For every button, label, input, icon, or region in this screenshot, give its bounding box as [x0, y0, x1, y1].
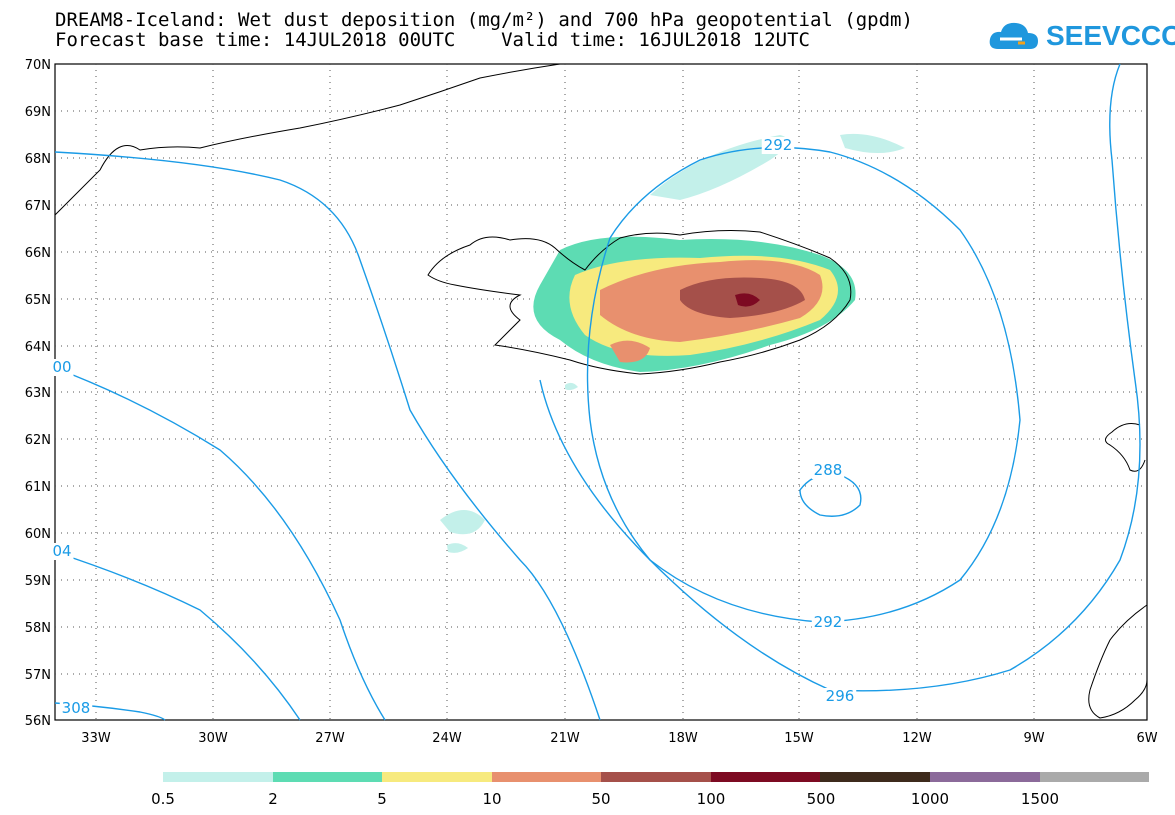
latitude-label: 64N [25, 340, 51, 355]
contour-label-bg [59, 700, 93, 717]
logo-text: SEEVCCC [1046, 20, 1175, 51]
logo: SEEVCCC [988, 16, 1175, 56]
contour-label: 04 [52, 542, 71, 560]
latitude-label: 69N [25, 105, 51, 120]
legend-swatch [929, 772, 1040, 782]
contour-label: 308 [62, 699, 91, 717]
legend-label: 1500 [1020, 790, 1060, 808]
legend-swatch [820, 772, 930, 782]
contour-label: 00 [52, 358, 71, 376]
contour-label-bg [823, 688, 857, 705]
legend-swatch [163, 772, 273, 782]
title-block: DREAM8-Iceland: Wet dust deposition (mg/… [55, 10, 913, 50]
latitude-label: 63N [25, 386, 51, 401]
latitude-label: 66N [25, 246, 51, 261]
legend-label: 10 [482, 790, 502, 808]
legend-label: 2 [268, 790, 278, 808]
latitude-label: 70N [25, 58, 51, 73]
legend [163, 772, 1150, 782]
latitude-label: 61N [25, 480, 51, 495]
coastline [54, 63, 1148, 719]
legend-swatch [382, 772, 492, 782]
latitude-label: 57N [25, 668, 51, 683]
contour-label: 296 [826, 687, 855, 705]
longitude-label: 21W [550, 731, 580, 746]
legend-label: 1000 [910, 790, 950, 808]
latitude-label: 56N [25, 714, 51, 729]
longitude-label: 33W [81, 731, 111, 746]
latitude-label: 67N [25, 199, 51, 214]
longitude-label: 6W [1136, 731, 1157, 746]
latitude-label: 65N [25, 293, 51, 308]
contour-label-bg [761, 137, 795, 154]
legend-swatch [710, 772, 821, 782]
latitude-label: 60N [25, 527, 51, 542]
contour-label-bg [50, 359, 74, 376]
longitude-label: 9W [1023, 731, 1044, 746]
legend-swatch [491, 772, 602, 782]
longitude-label: 27W [315, 731, 345, 746]
longitude-label: 15W [784, 731, 814, 746]
longitude-label: 18W [668, 731, 698, 746]
legend-label: 50 [591, 790, 611, 808]
legend-swatch [601, 772, 711, 782]
latitude-label: 62N [25, 433, 51, 448]
contour-label-bg [811, 614, 845, 631]
legend-label: 100 [696, 790, 726, 808]
legend-label: 5 [377, 790, 387, 808]
contour-label: 292 [764, 136, 793, 154]
legend-label: 500 [806, 790, 836, 808]
legend-swatch [272, 772, 383, 782]
chart-title: DREAM8-Iceland: Wet dust deposition (mg/… [55, 9, 913, 31]
dust-deposition-field [440, 133, 905, 553]
legend-swatch [1039, 772, 1150, 782]
contour-label-bg [811, 462, 845, 479]
longitude-label: 30W [198, 731, 228, 746]
contour-label: 288 [814, 461, 843, 479]
latitude-label: 68N [25, 152, 51, 167]
legend-label: 0.5 [151, 790, 175, 808]
contour-label: 292 [814, 613, 843, 631]
longitude-label: 24W [432, 731, 462, 746]
contour-label-bg [50, 543, 74, 560]
longitude-label: 12W [902, 731, 932, 746]
chart-subtitle: Forecast base time: 14JUL2018 00UTC Vali… [55, 29, 810, 51]
latitude-label: 58N [25, 621, 51, 636]
cloud-icon [989, 22, 1038, 49]
latitude-label: 59N [25, 574, 51, 589]
